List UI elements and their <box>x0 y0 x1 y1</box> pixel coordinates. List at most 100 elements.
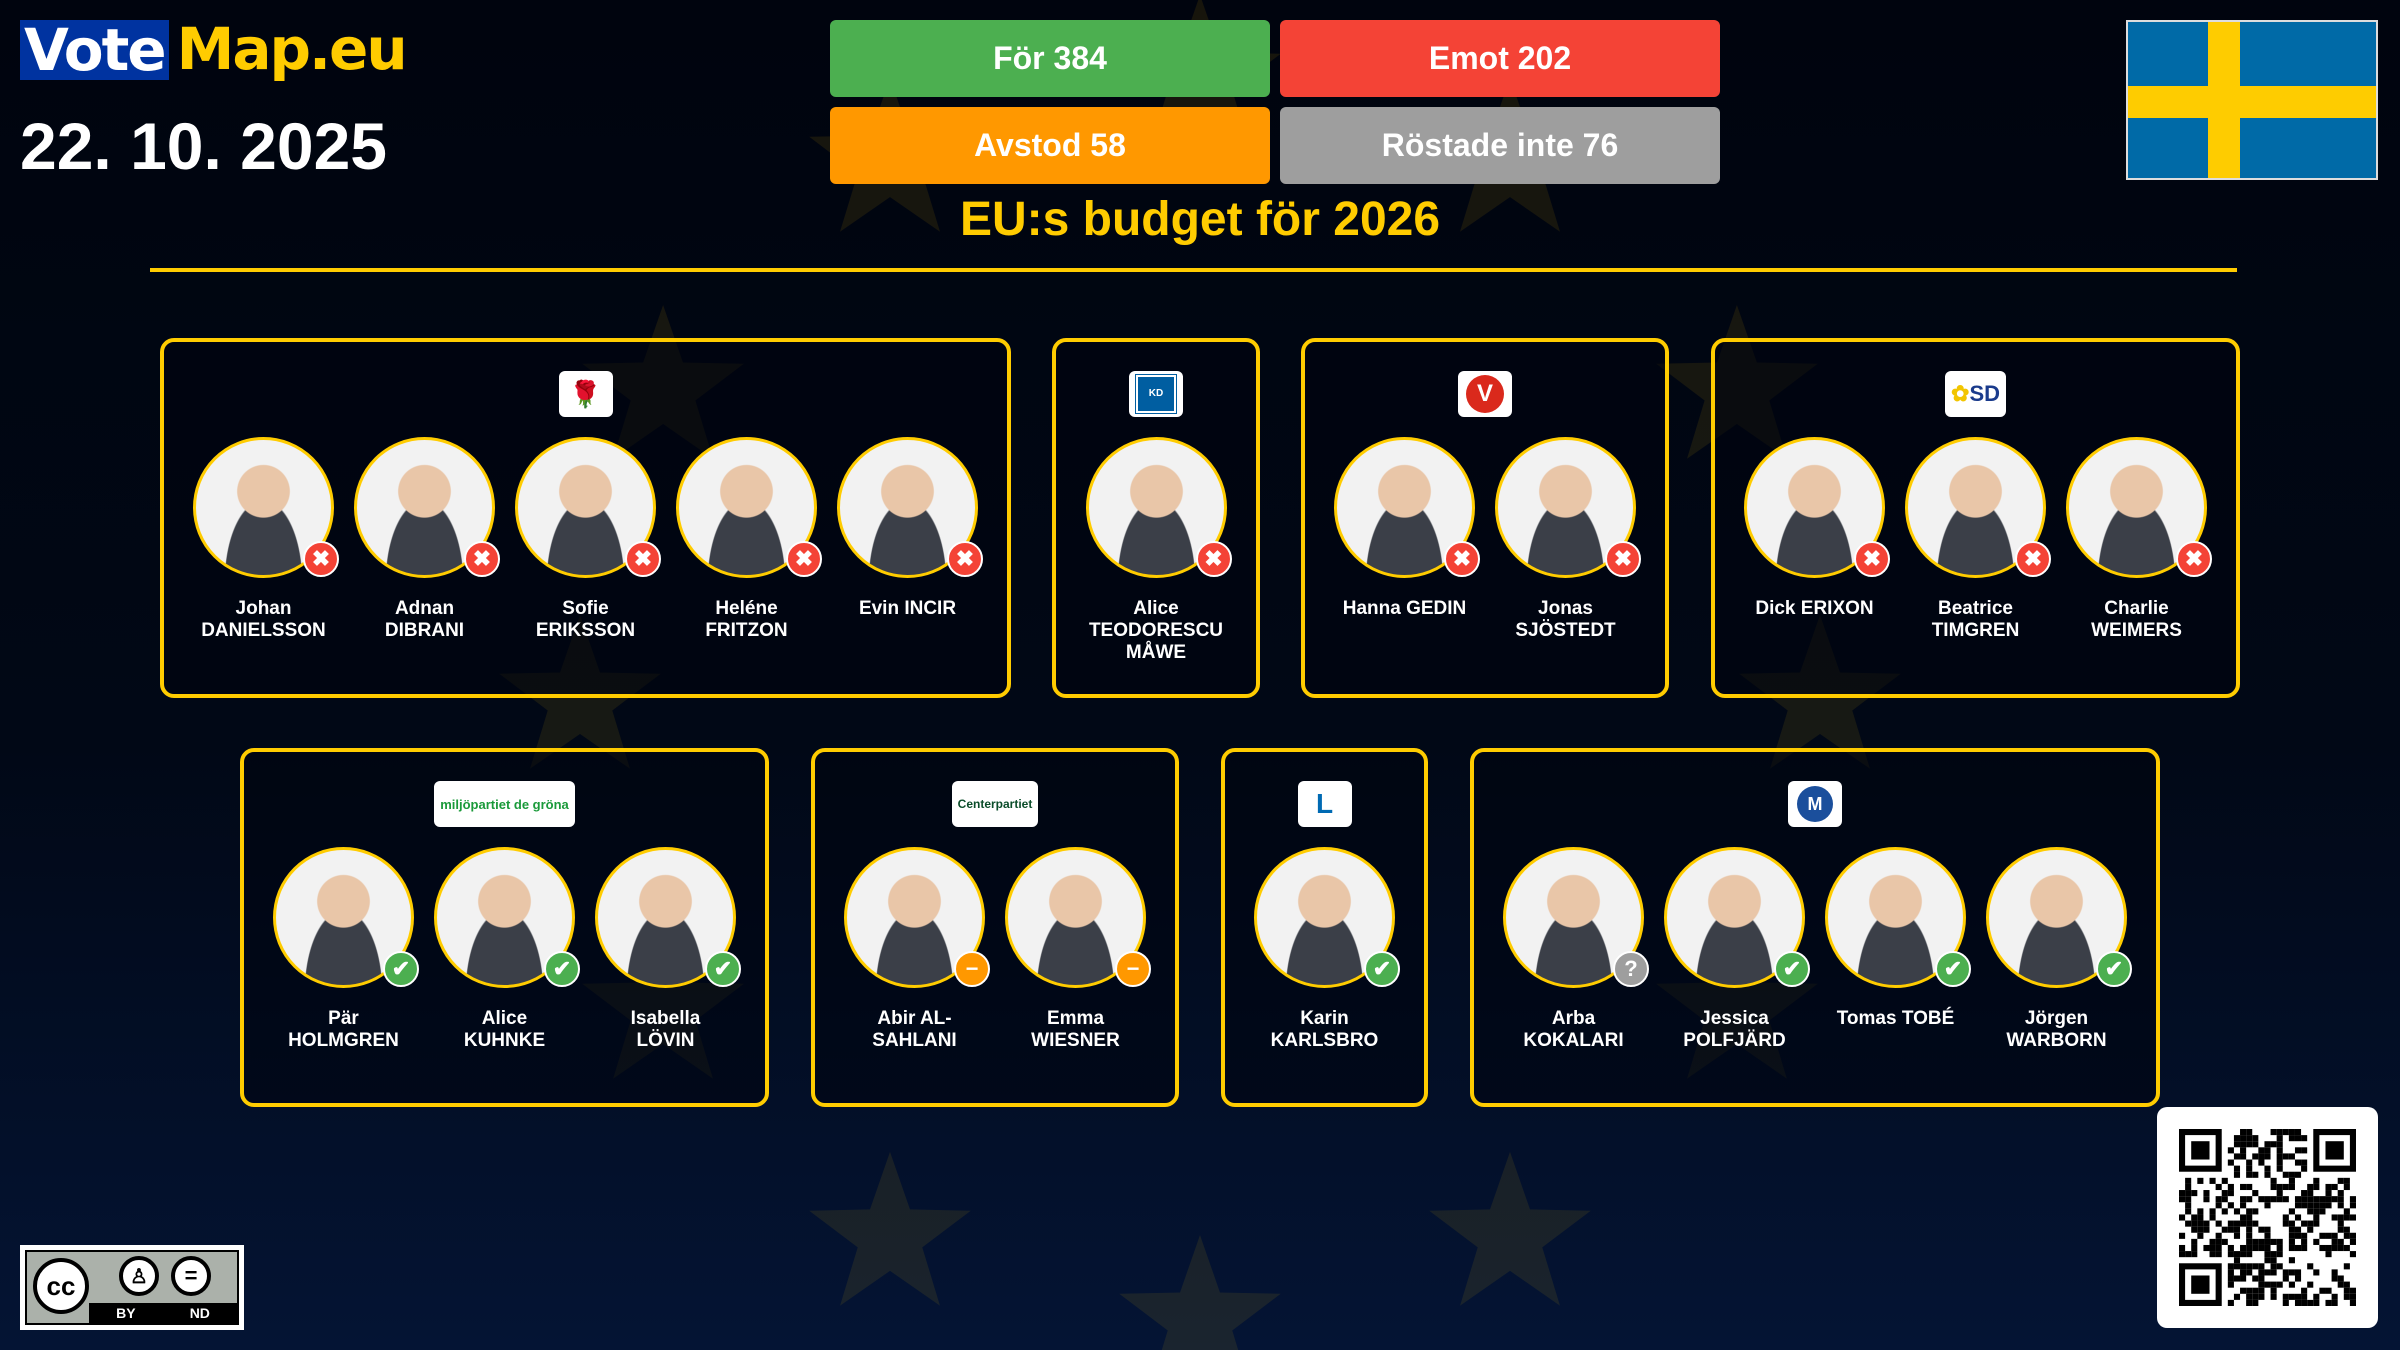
mep-card: ✔ Karin KARLSBRO <box>1244 847 1405 1052</box>
mep-name: Dick ERIXON <box>1755 598 1874 619</box>
mep-card: ✔ Jörgen WARBORN <box>1976 847 2137 1052</box>
no-derivatives-icon: = <box>171 1256 211 1296</box>
for-count: För 384 <box>830 20 1270 97</box>
mep-photo: ✖ <box>837 437 983 578</box>
vote-against-icon: ✖ <box>2015 541 2051 577</box>
mep-name: Beatrice TIMGREN <box>1931 598 2020 641</box>
mep-photo: ✖ <box>1744 437 1890 578</box>
mep-photo: ✖ <box>2066 437 2212 578</box>
mep-card: ✖ Heléne FRITZON <box>666 437 827 642</box>
mep-card: ✖ Hanna GEDIN <box>1324 437 1485 642</box>
mep-name: Jessica POLFJÄRD <box>1683 1008 1786 1051</box>
vote-absent-icon: ? <box>1613 951 1649 987</box>
mep-name: Pär HOLMGREN <box>288 1008 399 1051</box>
mep-photo: ✔ <box>273 847 419 988</box>
vote-against-icon: ✖ <box>1854 541 1890 577</box>
mep-name: Alice TEODORESCU MÅWE <box>1088 598 1224 663</box>
mep-photo: − <box>844 847 990 988</box>
vote-against-icon: ✖ <box>1195 541 1232 577</box>
mep-photo: ✔ <box>434 847 580 988</box>
vote-against-icon: ✖ <box>464 541 500 577</box>
mep-card: ✖ Beatrice TIMGREN <box>1895 437 2056 642</box>
mep-card: ✔ Tomas TOBÉ <box>1815 847 1976 1052</box>
mep-card: − Emma WIESNER <box>995 847 1156 1052</box>
vote-against-icon: ✖ <box>947 541 983 577</box>
mep-card: ✖ Evin INCIR <box>827 437 988 642</box>
party-group-mp: miljöpartiet de gröna ✔ Pär HOLMGREN ✔ Alice… <box>240 748 769 1107</box>
mep-card: ✔ Jessica POLFJÄRD <box>1654 847 1815 1052</box>
mep-card: ✖ Jonas SJÖSTEDT <box>1485 437 1646 642</box>
mep-photo: ✔ <box>1664 847 1810 988</box>
vote-against-icon: ✖ <box>786 541 822 577</box>
votemap-logo: Vote Map.eu <box>20 20 408 80</box>
mep-photo: ✖ <box>1905 437 2051 578</box>
vote-against-icon: ✖ <box>625 541 661 577</box>
party-group-m: M? Arba KOKALARI ✔ Jessica POLFJÄRD ✔ Tomas T… <box>1470 748 2160 1107</box>
mep-card: ? Arba KOKALARI <box>1493 847 1654 1052</box>
mep-photo: ✖ <box>354 437 500 578</box>
vote-against-icon: ✖ <box>1605 541 1641 577</box>
vote-for-icon: ✔ <box>383 951 419 987</box>
mep-card: ✖ Adnan DIBRANI <box>344 437 505 642</box>
party-logo-mp: miljöpartiet de gröna <box>434 781 575 827</box>
mep-card: ✖ Charlie WEIMERS <box>2056 437 2217 642</box>
mep-card: ✖ Johan DANIELSSON <box>183 437 344 642</box>
party-group-sd: ✿ SD ✖ Dick ERIXON ✖ Beatrice TIMGREN ✖ Charlie… <box>1711 338 2240 698</box>
mep-name: Tomas TOBÉ <box>1836 1008 1955 1029</box>
vote-abstain-icon: − <box>954 951 990 987</box>
party-logo-l: L <box>1297 781 1352 827</box>
mep-card: ✖ Alice TEODORESCU MÅWE <box>1076 437 1237 664</box>
qr-code[interactable] <box>2157 1107 2378 1328</box>
mep-name: Arba KOKALARI <box>1523 1008 1624 1051</box>
sweden-flag <box>2126 20 2378 180</box>
mep-name: Sofie ERIKSSON <box>535 598 636 641</box>
mep-name: Alice KUHNKE <box>463 1008 546 1051</box>
eu-star-icon <box>1429 1151 1591 1306</box>
mep-name: Heléne FRITZON <box>705 598 788 641</box>
divider <box>150 268 2237 272</box>
mep-name: Abir AL- SAHLANI <box>872 1008 957 1051</box>
mep-name: Emma WIESNER <box>1031 1008 1120 1051</box>
mep-name: Isabella LÖVIN <box>630 1008 701 1051</box>
mep-name: Charlie WEIMERS <box>2091 598 2182 641</box>
vote-against-icon: ✖ <box>1444 541 1480 577</box>
vote-for-icon: ✔ <box>1935 951 1971 987</box>
against-count: Emot 202 <box>1280 20 1720 97</box>
mep-photo: ✖ <box>1334 437 1480 578</box>
mep-photo: ✔ <box>1825 847 1971 988</box>
party-group-l: L ✔ Karin KARLSBRO <box>1221 748 1428 1107</box>
mep-name: Karin KARLSBRO <box>1270 1008 1379 1051</box>
mep-photo: ✔ <box>595 847 741 988</box>
mep-photo: ✔ <box>1254 847 1400 988</box>
mep-photo: ✖ <box>515 437 661 578</box>
mep-photo: ✖ <box>1085 437 1232 578</box>
mep-photo: ? <box>1503 847 1649 988</box>
mep-name: Evin INCIR <box>858 598 957 619</box>
mep-card: ✔ Alice KUHNKE <box>424 847 585 1052</box>
vote-abstain-icon: − <box>1115 951 1151 987</box>
cc-by-nd-license-badge: cc ♙ = BY ND <box>20 1245 244 1330</box>
mep-name: Hanna GEDIN <box>1342 598 1467 619</box>
mep-photo: ✖ <box>193 437 339 578</box>
vote-title: EU:s budget för 2026 <box>959 193 1441 246</box>
vote-for-icon: ✔ <box>705 951 741 987</box>
absent-count: Röstade inte 76 <box>1280 107 1720 184</box>
mep-photo: ✖ <box>1495 437 1641 578</box>
mep-name: Jonas SJÖSTEDT <box>1515 598 1616 641</box>
abstain-count: Avstod 58 <box>830 107 1270 184</box>
mep-photo: ✖ <box>676 437 822 578</box>
party-logo-c: Centerpartiet <box>951 781 1039 827</box>
mep-name: Jörgen WARBORN <box>2006 1008 2107 1051</box>
mep-card: ✔ Pär HOLMGREN <box>263 847 424 1052</box>
mep-card: ✖ Dick ERIXON <box>1734 437 1895 642</box>
vote-for-icon: ✔ <box>1774 951 1810 987</box>
vote-against-icon: ✖ <box>2176 541 2212 577</box>
vote-against-icon: ✖ <box>303 541 339 577</box>
mep-card: ✖ Sofie ERIKSSON <box>505 437 666 642</box>
cc-icon: cc <box>33 1258 89 1314</box>
attribution-icon: ♙ <box>119 1256 159 1296</box>
party-group-s: 🌹 ✖ Johan DANIELSSON ✖ Adnan DIBRANI ✖ Sofie E… <box>160 338 1011 698</box>
mep-card: − Abir AL- SAHLANI <box>834 847 995 1052</box>
party-group-kd: KD ✖ Alice TEODORESCU MÅWE <box>1052 338 1260 698</box>
eu-star-icon <box>1119 1235 1281 1350</box>
